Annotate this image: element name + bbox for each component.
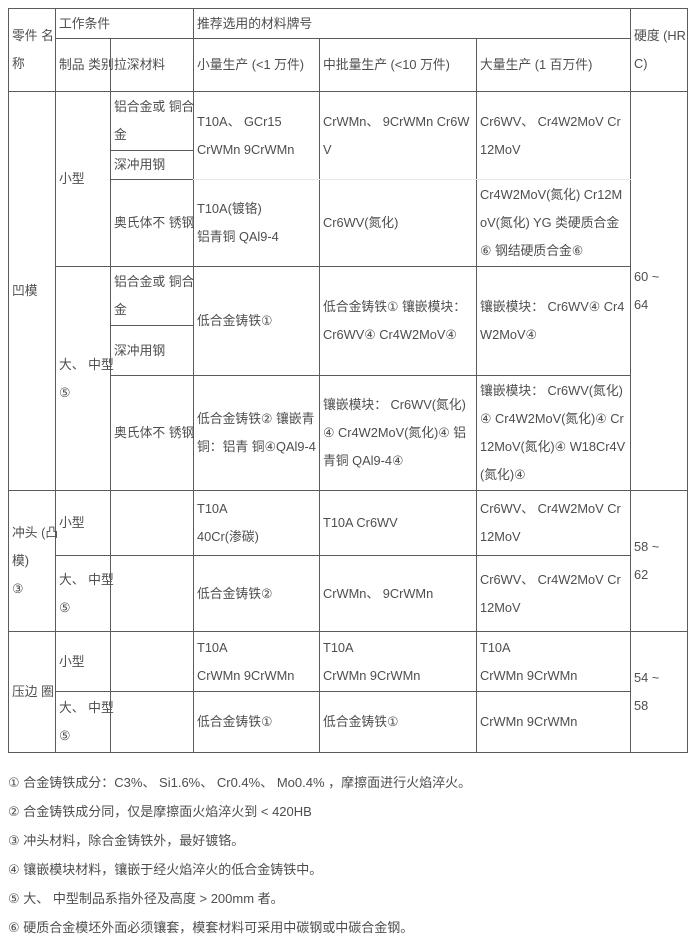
die-label-cell: 凹模 [8, 91, 56, 491]
punch-hardness-cell: 58 ~ 62 [630, 490, 689, 632]
ring-large-medium-lot-cell: 低合金铸铁① [319, 691, 477, 753]
footnote-1: ① 合金铸铁成分：C3%、 Si1.6%、 Cr0.4%、 Mo0.4% ，摩擦… [8, 775, 472, 790]
header-recommended-materials: 推荐选用的材料牌号 [192, 8, 632, 39]
table-row: 大、 中型 ⑤ 铝合金或 铜合 金 低合金铸铁① 低合金铸铁① 镶嵌模块： Cr… [9, 266, 688, 491]
die-large-aust-mass-lot-cell: 镶嵌模块： Cr6WV(氮化)④ Cr4W2MoV(氮化)④ Cr12MoV(氮… [475, 375, 632, 491]
header-working-conditions: 工作条件 [55, 8, 194, 39]
die-small-alcu-mass-lot-cell: Cr6WV、 Cr4W2MoV Cr12MoV [475, 91, 632, 180]
ring-small-small-lot-cell: T10A CrWMn 9CrWMn [193, 631, 320, 692]
ring-small-material-empty-cell [110, 631, 194, 692]
die-large-label-cell: 大、 中型 ⑤ [55, 266, 114, 491]
die-large-aust-medium-lot-cell: 镶嵌模块： Cr6WV(氮化)④ Cr4W2MoV(氮化)④ 铝青铜 QAl9-… [319, 375, 477, 491]
die-large-alcu-small-lot-cell: 低合金铸铁① [193, 266, 320, 376]
ring-label-cell: 压边 圈 [8, 631, 56, 753]
punch-label-cell: 冲头 (凸 模) ③ [8, 490, 58, 632]
die-small-alcu-medium-lot-cell: CrWMn、 9CrWMn Cr6WV [319, 91, 477, 180]
table-row: 压边 圈 小型 T10A CrWMn 9CrWMn T10A CrWMn 9Cr… [8, 631, 689, 753]
ring-large-mass-lot-cell: CrWMn 9CrWMn [475, 691, 632, 753]
header-medium-lot: 中批量生产 (<10 万件) [319, 38, 477, 92]
punch-small-label-cell: 小型 [55, 490, 111, 556]
die-small-material-steel-cell: 深冲用钢 [110, 150, 194, 180]
ring-large-label-cell: 大、 中型 ⑤ [55, 691, 114, 753]
header-drawing-material: 拉深材料 [110, 38, 194, 92]
ring-small-label-cell: 小型 [55, 631, 111, 692]
footnote-4: ④ 镶嵌模块材料，镶嵌于经火焰淬火的低合金铸铁中。 [8, 862, 323, 877]
footnote-5: ⑤ 大、 中型制品系指外径及高度 > 200mm 者。 [8, 891, 284, 906]
punch-small-small-lot-cell: T10A 40Cr(渗碳) [193, 490, 320, 556]
table-row: 大、 中型 ⑤ 低合金铸铁① 低合金铸铁① CrWMn 9CrWMn [9, 691, 688, 753]
table-row: 深冲用钢 [9, 150, 688, 180]
die-large-aust-small-lot-cell: 低合金铸铁② 镶嵌青铜：铝青 铜④QAl9-4 [193, 375, 320, 491]
header-product-category: 制品 类别 [55, 38, 114, 92]
ring-small-medium-lot-cell: T10A CrWMn 9CrWMn [319, 631, 477, 692]
footnote-3: ③ 冲头材料，除合金铸铁外，最好镀铬。 [8, 833, 245, 848]
die-small-aust-mass-lot-cell: Cr4W2MoV(氮化) Cr12MoV(氮化) YG 类硬质合金⑥ 钢结硬质合… [475, 179, 632, 267]
table-row: 奥氏体不 锈钢 T10A(镀铬) 铝青铜 QAl9-4 Cr6WV(氮化) Cr… [9, 179, 688, 267]
die-small-label-cell: 小型 [55, 91, 111, 267]
ring-large-material-empty-cell [110, 691, 194, 753]
ring-hardness-cell: 54 ~ 58 [630, 631, 689, 753]
punch-large-label-cell: 大、 中型 ⑤ [55, 555, 114, 632]
punch-large-small-lot-cell: 低合金铸铁② [193, 555, 320, 632]
table-row: 冲头 (凸 模) ③ 小型 T10A 40Cr(渗碳) T10A Cr6WV C… [8, 490, 689, 632]
punch-small-material-empty-cell [110, 490, 194, 556]
die-small-material-austenite-cell: 奥氏体不 锈钢 [110, 179, 194, 267]
ring-large-small-lot-cell: 低合金铸铁① [193, 691, 320, 753]
table-row: 奥氏体不 锈钢 低合金铸铁② 镶嵌青铜：铝青 铜④QAl9-4 镶嵌模块： Cr… [9, 375, 688, 491]
die-large-alcu-mass-lot-cell: 镶嵌模块： Cr6WV④ Cr4W2MoV④ [475, 266, 632, 376]
die-large-material-alcu-cell: 铝合金或 铜合 金 [110, 266, 194, 326]
header-row-1: 零件 名 称 工作条件 推荐选用的材料牌号 硬度 (HR C) [8, 8, 689, 92]
footnote-2: ② 合金铸铁成分同，仅是摩擦面火焰淬火到 < 420HB [8, 804, 312, 819]
page: 零件 名 称 工作条件 推荐选用的材料牌号 硬度 (HR C) 制品 类别 拉深… [0, 8, 690, 935]
die-small-alcu-small-lot-cell: T10A、 GCr15 CrWMn 9CrWMn [193, 91, 320, 180]
punch-small-medium-lot-cell: T10A Cr6WV [319, 490, 477, 556]
die-small-aust-small-lot-cell: T10A(镀铬) 铝青铜 QAl9-4 [193, 179, 320, 267]
die-small-material-alcu-cell: 铝合金或 铜合 金 [110, 91, 194, 151]
footnote-6: ⑥ 硬质合金模坯外面必须镶套，模套材料可采用中碳钢或中碳合金钢。 [8, 920, 414, 935]
table-row: 凹模 小型 铝合金或 铜合 金 T10A、 GCr15 CrWMn 9CrWMn… [8, 91, 689, 491]
punch-large-medium-lot-cell: CrWMn、 9CrWMn [319, 555, 477, 632]
die-large-material-austenite-cell: 奥氏体不 锈钢 [110, 375, 194, 491]
header-part-name: 零件 名 称 [8, 8, 56, 92]
die-small-aust-medium-lot-cell: Cr6WV(氮化) [319, 179, 477, 267]
header-row-2: 制品 类别 拉深材料 小量生产 (<1 万件) 中批量生产 (<10 万件) 大… [9, 38, 688, 92]
die-hardness-cell: 60 ~ 64 [630, 91, 689, 491]
footnotes: ① 合金铸铁成分：C3%、 Si1.6%、 Cr0.4%、 Mo0.4% ，摩擦… [0, 753, 690, 942]
punch-small-mass-lot-cell: Cr6WV、 Cr4W2MoV Cr12MoV [475, 490, 632, 556]
table-row: 大、 中型 ⑤ 低合金铸铁② CrWMn、 9CrWMn Cr6WV、 Cr4W… [9, 555, 688, 632]
die-large-alcu-medium-lot-cell: 低合金铸铁① 镶嵌模块： Cr6WV④ Cr4W2MoV④ [319, 266, 477, 376]
table-row: 深冲用钢 [9, 325, 688, 376]
header-small-lot: 小量生产 (<1 万件) [193, 38, 320, 92]
punch-large-mass-lot-cell: Cr6WV、 Cr4W2MoV Cr12MoV [475, 555, 632, 632]
die-large-material-steel-cell: 深冲用钢 [110, 325, 194, 376]
header-hardness: 硬度 (HR C) [630, 8, 689, 92]
punch-large-material-empty-cell [110, 555, 194, 632]
ring-small-mass-lot-cell: T10A CrWMn 9CrWMn [475, 631, 632, 692]
material-selection-table: 零件 名 称 工作条件 推荐选用的材料牌号 硬度 (HR C) 制品 类别 拉深… [8, 8, 689, 753]
header-mass-lot: 大量生产 (1 百万件) [475, 38, 632, 92]
